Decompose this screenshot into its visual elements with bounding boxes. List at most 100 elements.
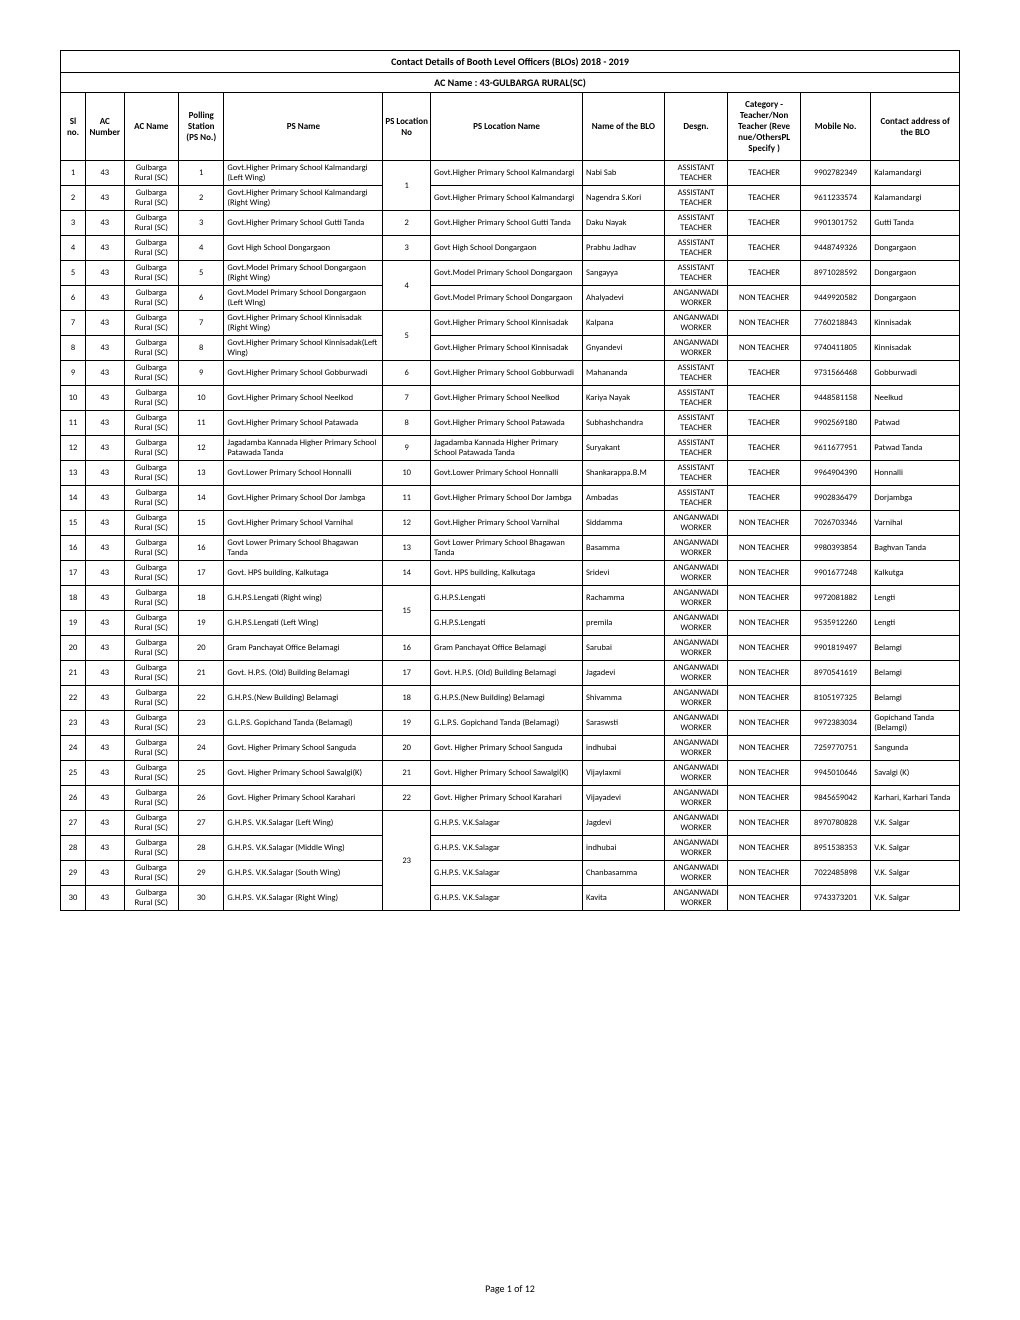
cell-poll: 22: [179, 686, 224, 711]
cell-pslocname: Govt.Higher Primary School Gutti Tanda: [430, 211, 582, 236]
cell-psloc: 5: [383, 311, 431, 361]
cell-desgn: ASSISTANT TEACHER: [664, 386, 728, 411]
cell-ac: 43: [85, 411, 124, 436]
cell-pslocname: G.H.P.S.(New Building) Belamagi: [430, 686, 582, 711]
cell-cat: NON TEACHER: [728, 761, 801, 786]
cell-sl: 24: [61, 736, 86, 761]
cell-sl: 1: [61, 161, 86, 186]
cell-ac: 43: [85, 861, 124, 886]
cell-bloname: Kavita: [583, 886, 665, 911]
table-row: 543Gulbarga Rural (SC)5Govt.Model Primar…: [61, 261, 960, 286]
cell-poll: 1: [179, 161, 224, 186]
cell-acname: Gulbarga Rural (SC): [124, 186, 178, 211]
cell-sl: 17: [61, 561, 86, 586]
cell-sl: 15: [61, 511, 86, 536]
cell-pslocname: G.H.P.S. V.K.Salagar: [430, 861, 582, 886]
cell-poll: 10: [179, 386, 224, 411]
cell-mobile: 9740411805: [800, 336, 870, 361]
cell-pslocname: Govt.Lower Primary School Honnalli: [430, 461, 582, 486]
cell-bloname: Kariya Nayak: [583, 386, 665, 411]
col-header-sl: Sl no.: [61, 93, 86, 161]
cell-cat: NON TEACHER: [728, 561, 801, 586]
cell-psname: Govt.Higher Primary School Gobburwadi: [224, 361, 383, 386]
cell-psname: Govt.Higher Primary School Neelkod: [224, 386, 383, 411]
cell-bloname: Prabhu Jadhav: [583, 236, 665, 261]
cell-mobile: 9902569180: [800, 411, 870, 436]
cell-ac: 43: [85, 436, 124, 461]
cell-bloname: Gnyandevi: [583, 336, 665, 361]
cell-desgn: ANGANWADI WORKER: [664, 561, 728, 586]
cell-psloc: 23: [383, 811, 431, 911]
cell-sl: 22: [61, 686, 86, 711]
cell-psname: Govt. H.P.S. (Old) Building Belamagi: [224, 661, 383, 686]
cell-pslocname: G.H.P.S.Lengati: [430, 611, 582, 636]
cell-cat: NON TEACHER: [728, 536, 801, 561]
cell-cat: NON TEACHER: [728, 736, 801, 761]
cell-cat: NON TEACHER: [728, 711, 801, 736]
cell-mobile: 7022485898: [800, 861, 870, 886]
table-row: 1743Gulbarga Rural (SC)17Govt. HPS build…: [61, 561, 960, 586]
cell-acname: Gulbarga Rural (SC): [124, 686, 178, 711]
cell-mobile: 8970780828: [800, 811, 870, 836]
cell-addr: Savalgi (K): [871, 761, 960, 786]
cell-sl: 21: [61, 661, 86, 686]
cell-sl: 23: [61, 711, 86, 736]
cell-addr: Dongargaon: [871, 236, 960, 261]
cell-acname: Gulbarga Rural (SC): [124, 361, 178, 386]
cell-ac: 43: [85, 211, 124, 236]
cell-psname: Govt. Higher Primary School Karahari: [224, 786, 383, 811]
cell-desgn: ANGANWADI WORKER: [664, 636, 728, 661]
cell-acname: Gulbarga Rural (SC): [124, 786, 178, 811]
cell-mobile: 9731566468: [800, 361, 870, 386]
cell-acname: Gulbarga Rural (SC): [124, 561, 178, 586]
cell-psloc: 3: [383, 236, 431, 261]
table-row: 443Gulbarga Rural (SC)4Govt High School …: [61, 236, 960, 261]
subtitle-row: AC Name : 43-GULBARGA RURAL(SC): [61, 73, 960, 93]
cell-ac: 43: [85, 711, 124, 736]
cell-poll: 20: [179, 636, 224, 661]
cell-pslocname: Govt. HPS building, Kalkutaga: [430, 561, 582, 586]
cell-psloc: 8: [383, 411, 431, 436]
cell-mobile: 7259770751: [800, 736, 870, 761]
cell-cat: NON TEACHER: [728, 611, 801, 636]
cell-addr: Gutti Tanda: [871, 211, 960, 236]
cell-poll: 6: [179, 286, 224, 311]
cell-cat: NON TEACHER: [728, 636, 801, 661]
cell-poll: 16: [179, 536, 224, 561]
col-header-desgn: Desgn.: [664, 93, 728, 161]
table-row: 2743Gulbarga Rural (SC)27G.H.P.S. V.K.Sa…: [61, 811, 960, 836]
cell-addr: Gopichand Tanda (Belamgi): [871, 711, 960, 736]
cell-bloname: premila: [583, 611, 665, 636]
cell-poll: 2: [179, 186, 224, 211]
cell-pslocname: G.H.P.S. V.K.Salagar: [430, 811, 582, 836]
blo-table: Contact Details of Booth Level Officers …: [60, 50, 960, 911]
cell-acname: Gulbarga Rural (SC): [124, 661, 178, 686]
cell-psname: Govt.Higher Primary School Kalmandargi (…: [224, 161, 383, 186]
cell-cat: TEACHER: [728, 236, 801, 261]
cell-psloc: 11: [383, 486, 431, 511]
cell-desgn: ANGANWADI WORKER: [664, 836, 728, 861]
table-row: 1543Gulbarga Rural (SC)15Govt.Higher Pri…: [61, 511, 960, 536]
cell-ac: 43: [85, 786, 124, 811]
cell-addr: Lengti: [871, 611, 960, 636]
cell-pslocname: Jagadamba Kannada Higher Primary School …: [430, 436, 582, 461]
cell-poll: 28: [179, 836, 224, 861]
cell-desgn: ANGANWADI WORKER: [664, 711, 728, 736]
table-row: 2143Gulbarga Rural (SC)21Govt. H.P.S. (O…: [61, 661, 960, 686]
cell-sl: 19: [61, 611, 86, 636]
cell-cat: TEACHER: [728, 386, 801, 411]
cell-poll: 25: [179, 761, 224, 786]
cell-mobile: 8970541619: [800, 661, 870, 686]
cell-psname: Govt. Higher Primary School Sanguda: [224, 736, 383, 761]
cell-psname: Govt.Higher Primary School Kinnisadak(Le…: [224, 336, 383, 361]
cell-poll: 29: [179, 861, 224, 886]
cell-desgn: ANGANWADI WORKER: [664, 861, 728, 886]
cell-desgn: ANGANWADI WORKER: [664, 886, 728, 911]
cell-pslocname: Govt.Higher Primary School Kalmandargi: [430, 161, 582, 186]
cell-mobile: 9902782349: [800, 161, 870, 186]
table-row: 1843Gulbarga Rural (SC)18G.H.P.S.Lengati…: [61, 586, 960, 611]
col-header-bloname: Name of the BLO: [583, 93, 665, 161]
cell-ac: 43: [85, 511, 124, 536]
title-row: Contact Details of Booth Level Officers …: [61, 51, 960, 73]
cell-psname: Govt.Model Primary School Dongargaon (Ri…: [224, 261, 383, 286]
